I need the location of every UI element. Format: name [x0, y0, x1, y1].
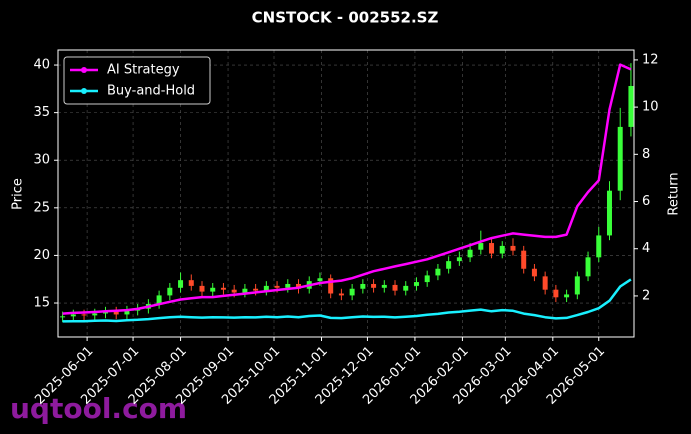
candle-body [360, 283, 366, 289]
legend-box [63, 56, 211, 105]
y2-tick-label: 6 [642, 194, 650, 209]
candle-body [167, 287, 173, 296]
candle-body [521, 250, 527, 269]
y2-tick-label: 12 [642, 52, 659, 67]
candle-body [510, 245, 516, 251]
legend-marker [81, 88, 87, 94]
candle-body [435, 268, 441, 276]
candle-body [81, 314, 87, 316]
y2-tick-label: 8 [642, 147, 650, 162]
candle-body [210, 287, 216, 292]
candle-body [188, 280, 194, 286]
candle-body [253, 288, 259, 291]
y2-tick-label: 2 [642, 288, 650, 303]
candle-body [403, 285, 409, 291]
y2-axis-label: Return [667, 172, 682, 215]
candle-body [263, 285, 269, 291]
series-line [62, 63, 632, 315]
candle-body [606, 190, 612, 236]
candle-body [531, 268, 537, 277]
legend-marker [81, 67, 87, 73]
candle-body [553, 289, 559, 298]
candle-body [156, 295, 162, 304]
candle-body [317, 278, 323, 282]
y-tick-label: 20 [33, 248, 50, 263]
candle-body [70, 314, 76, 317]
candle-body [220, 287, 226, 290]
candle-body [617, 126, 623, 191]
candle-body [274, 285, 280, 288]
candle-body [467, 249, 473, 258]
y-tick-label: 30 [33, 153, 50, 168]
candle-body [199, 285, 205, 292]
candle-body [349, 288, 355, 296]
candle-body [328, 278, 334, 294]
candle-body [489, 243, 495, 254]
candle-body [60, 316, 66, 318]
chart-title: CNSTOCK - 002552.SZ [252, 9, 439, 27]
candle-body [424, 275, 430, 283]
candle-body [499, 245, 505, 254]
candle-body [296, 283, 302, 289]
candle-body [478, 243, 484, 250]
watermark: uqtool.com [10, 392, 187, 425]
series-line [62, 278, 632, 323]
candle-body [446, 261, 452, 269]
candle-body [456, 257, 462, 262]
candle-body [381, 284, 387, 288]
y-tick-label: 40 [33, 58, 50, 73]
legend-label: AI Strategy [107, 63, 180, 78]
y-axis-label: Price [11, 178, 26, 210]
candle-body [242, 288, 248, 293]
candle-body [371, 283, 377, 288]
candle-body [585, 257, 591, 277]
y-tick-label: 25 [33, 200, 50, 215]
plot-frame [57, 49, 635, 338]
candle-body [285, 283, 291, 288]
y2-tick-label: 10 [642, 100, 659, 115]
candle-body [178, 280, 184, 288]
candle-body [574, 276, 580, 295]
candle-body [564, 294, 570, 298]
candle-body [628, 85, 634, 127]
candle-body [113, 311, 119, 315]
candle-body [124, 310, 130, 315]
candle-body [413, 282, 419, 286]
legend-label: Buy-and-Hold [107, 84, 195, 99]
candle-body [338, 293, 344, 296]
candle-body [542, 276, 548, 290]
candle-body [231, 289, 237, 293]
candle-body [596, 235, 602, 258]
candle-body [392, 284, 398, 291]
candle-body [92, 313, 98, 316]
y-tick-label: 35 [33, 105, 50, 120]
y-tick-label: 15 [33, 296, 50, 311]
y2-tick-label: 4 [642, 241, 650, 256]
